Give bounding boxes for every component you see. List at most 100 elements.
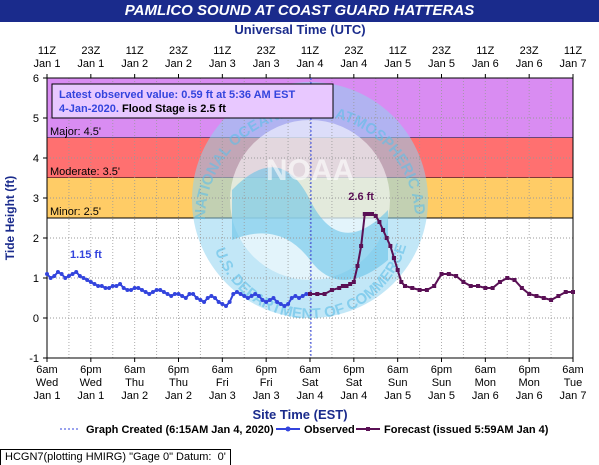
forecast-point [315,292,320,296]
observed-point [136,286,141,290]
forecast-point [348,282,353,286]
x-tick-label-date: Jan 1 [77,390,104,402]
observed-point [176,292,181,296]
observed-point [96,284,101,288]
observed-point [202,300,207,304]
observed-point [92,282,97,286]
y-axis-title: Tide Height (ft) [3,176,17,260]
observed-point [245,296,250,300]
forecast-point [476,284,481,288]
observed-point [286,302,291,306]
forecast-point [534,294,539,298]
x-tick-label-utc: 23Z [344,45,363,57]
forecast-point [549,298,554,302]
x-tick-label-time: 6pm [80,364,101,376]
x-tick-label-utc-date: Jan 4 [340,58,367,70]
observed-point [45,272,49,276]
noaa-watermark-text: NOAA [266,154,354,187]
x-tick-label-day: Wed [36,377,58,389]
forecast-point [424,288,429,292]
legend-forecast-marker [366,427,370,431]
observed-point [169,294,174,298]
forecast-point [370,212,375,216]
flood-band-label-1: Moderate: 3.5' [50,166,120,178]
x-tick-label-date: Jan 3 [253,390,280,402]
forecast-point [399,280,404,284]
x-tick-label-time: 6am [299,364,320,376]
observed-point [289,296,294,300]
x-tick-label-utc: 11Z [38,45,56,57]
legend-observed-marker [285,426,291,432]
observed-point [154,288,159,292]
x-tick-label-utc-date: Jan 1 [34,58,61,70]
x-tick-label-day: Thu [125,377,144,389]
x-tick-label-date: Jan 3 [209,390,236,402]
forecast-point [563,290,568,294]
x-tick-label-time: 6pm [255,364,276,376]
y-tick-label: -1 [29,353,39,365]
forecast-point [417,288,422,292]
forecast-point [505,276,510,280]
x-tick-label-date: Jan 7 [560,390,587,402]
observed-point [213,296,218,300]
forecast-point [377,220,382,224]
x-tick-label-date: Jan 2 [165,390,192,402]
x-tick-label-utc: 23Z [432,45,451,57]
x-tick-label-utc-date: Jan 7 [560,58,587,70]
observed-point [234,290,239,294]
x-tick-label-day: Mon [475,377,496,389]
x-tick-label-date: Jan 1 [34,390,61,402]
observed-point [132,286,137,290]
legend-observed: Observed [304,424,355,436]
observed-point [300,294,305,298]
observed-point [216,300,221,304]
forecast-point [308,292,312,296]
forecast-point [373,214,378,218]
y-tick-label: 4 [33,153,39,165]
observed-point [114,284,119,288]
x-tick-label-date: Jan 6 [516,390,543,402]
x-tick-label-time: 6am [212,364,233,376]
observed-point [260,298,265,302]
y-tick-label: 5 [33,113,39,125]
y-tick-label: 2 [33,233,39,245]
observed-point [271,296,276,300]
flood-band-label-0: Major: 4.5' [50,126,101,138]
peak-annotation-1: 2.6 ft [348,191,374,203]
forecast-point [571,290,575,294]
forecast-point [384,236,389,240]
observed-point [264,300,269,304]
forecast-point [497,280,502,284]
observed-point [198,298,203,302]
observed-point [121,286,126,290]
observed-point [165,292,170,296]
forecast-point [454,274,459,278]
x-tick-label-utc: 23Z [169,45,188,57]
x-tick-label-day: Sat [346,377,363,389]
x-tick-label-utc: 23Z [520,45,539,57]
noaa-bird-icon [232,167,388,280]
x-tick-label-date: Jan 6 [472,390,499,402]
observed-point [238,292,243,296]
x-tick-label-time: 6am [387,364,408,376]
forecast-point [512,278,517,282]
forecast-point [461,280,466,284]
x-tick-label-day: Sun [388,377,408,389]
x-tick-label-date: Jan 5 [428,390,455,402]
forecast-point [483,286,488,290]
observed-point [147,292,152,296]
observed-point [172,292,177,296]
x-tick-label-time: 6am [562,364,583,376]
x-tick-label-utc: 11Z [301,45,319,57]
x-tick-label-day: Sat [302,377,319,389]
observed-point [227,300,232,304]
info-flood-stage-text: Flood Stage is 2.5 ft [122,103,226,115]
observed-point [143,290,148,294]
x-tick-label-utc: 11Z [213,45,231,57]
forecast-point [362,212,367,216]
observed-point [231,292,236,296]
x-tick-label-utc-date: Jan 1 [77,58,104,70]
observed-point [249,294,254,298]
forecast-point [337,286,342,290]
